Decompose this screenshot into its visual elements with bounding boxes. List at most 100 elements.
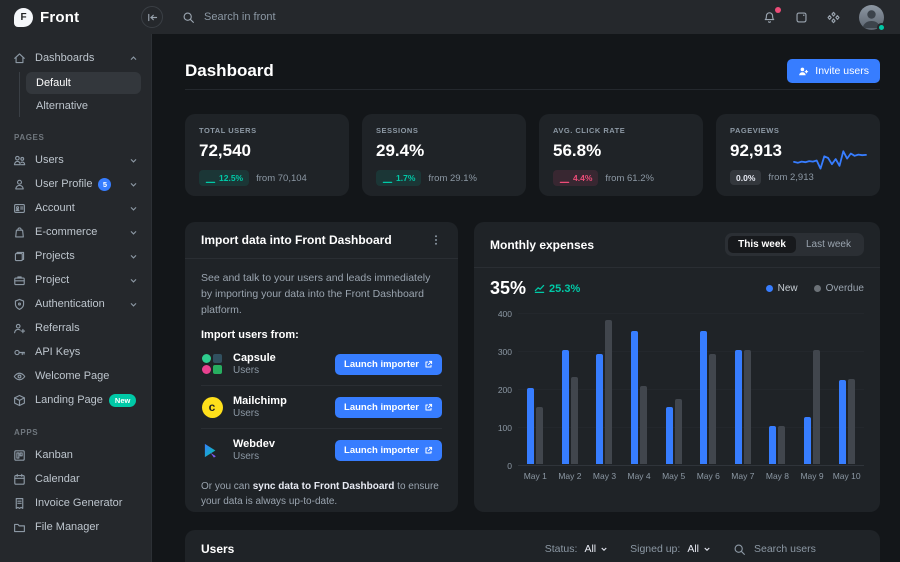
chevron-up-icon xyxy=(129,54,138,63)
gridline xyxy=(518,351,864,352)
chevron-down-icon xyxy=(129,228,138,237)
y-axis-tick: 400 xyxy=(497,309,512,319)
webdev-logo xyxy=(201,439,223,461)
launch-importer-button[interactable]: Launch importer xyxy=(335,396,442,418)
y-axis-tick: 200 xyxy=(497,385,512,395)
count-badge: 5 xyxy=(98,177,112,191)
sidebar-collapse-button[interactable] xyxy=(141,6,163,28)
signedup-filter-dropdown[interactable]: All xyxy=(687,543,711,555)
pages-heading: PAGES xyxy=(14,133,45,142)
receipt-icon xyxy=(13,497,26,510)
sidebar-item-authentication[interactable]: Authentication xyxy=(0,292,151,316)
gridline xyxy=(518,427,864,428)
topbar: F Front xyxy=(0,0,900,34)
sidebar-item-account[interactable]: Account xyxy=(0,196,151,220)
launch-importer-button[interactable]: Launch importer xyxy=(335,353,442,375)
sidebar-item-users[interactable]: Users xyxy=(0,148,151,172)
more-options-icon[interactable] xyxy=(430,234,442,246)
trend-up-icon xyxy=(205,173,216,184)
sidebar-item-invoice-generator[interactable]: Invoice Generator xyxy=(0,491,151,515)
tab-this-week[interactable]: This week xyxy=(728,236,796,253)
delta-badge: 12.5% xyxy=(199,170,250,186)
online-status-dot xyxy=(877,22,886,32)
import-description: See and talk to your users and leads imm… xyxy=(201,272,431,316)
x-axis-label: May 5 xyxy=(662,471,686,481)
id-card-icon xyxy=(13,202,26,215)
box-icon xyxy=(13,394,26,407)
bar-new xyxy=(734,350,742,464)
bar-group[interactable] xyxy=(726,313,761,464)
y-axis-tick: 100 xyxy=(497,423,512,433)
sidebar-subitem-default[interactable]: Default xyxy=(26,72,141,94)
bar-new xyxy=(561,350,569,464)
front-logo-icon: F xyxy=(14,7,33,27)
kanban-icon xyxy=(13,449,26,462)
expenses-delta: 25.3% xyxy=(534,283,580,295)
launch-importer-button[interactable]: Launch importer xyxy=(335,439,442,461)
import-card-title: Import data into Front Dashboard xyxy=(201,233,392,247)
person-plus-icon xyxy=(13,322,26,335)
sidebar-item-calendar[interactable]: Calendar xyxy=(0,467,151,491)
legend-item-new[interactable]: New xyxy=(765,283,798,294)
bar-group[interactable] xyxy=(622,313,657,464)
sidebar-item-kanban[interactable]: Kanban xyxy=(0,443,151,467)
x-axis-label: May 1 xyxy=(523,471,547,481)
monthly-expenses-card: Monthly expenses This week Last week 35% … xyxy=(474,222,880,512)
avatar[interactable] xyxy=(859,4,886,32)
import-footer: Or you can sync data to Front Dashboard … xyxy=(201,481,439,508)
trend-up-icon xyxy=(534,283,545,294)
bar-group[interactable] xyxy=(656,313,691,464)
sidebar-item-project[interactable]: Project xyxy=(0,268,151,292)
apps-grid-icon[interactable] xyxy=(827,11,840,24)
gridline xyxy=(518,313,864,314)
chart-legend: New Overdue xyxy=(765,283,864,294)
bar-chart: 400 300 200 100 0 May 1 May 2 May 3 May 4 May 5 M… xyxy=(490,309,864,504)
x-axis-label: May 3 xyxy=(592,471,617,481)
bar-new xyxy=(838,380,846,464)
status-filter-dropdown[interactable]: All xyxy=(584,543,608,555)
stat-card: SESSIONS 29.4% 1.7% from 29.1% xyxy=(362,114,526,196)
x-axis-label: May 2 xyxy=(558,471,582,481)
notifications-bell-icon[interactable] xyxy=(763,6,781,24)
stats-row: TOTAL USERS 72,540 12.5% from 70,104 SES… xyxy=(185,114,880,196)
capsule-logo xyxy=(201,353,223,375)
external-link-icon xyxy=(424,403,433,412)
sidebar-item-referrals[interactable]: Referrals xyxy=(0,316,151,340)
search-users-input[interactable] xyxy=(754,543,864,555)
chevron-down-icon xyxy=(600,545,608,553)
chevron-down-icon xyxy=(703,545,711,553)
sidebar-item-user-profile[interactable]: User Profile 5 xyxy=(0,172,151,196)
tab-last-week[interactable]: Last week xyxy=(796,236,861,253)
sidebar-item-api-keys[interactable]: API Keys xyxy=(0,340,151,364)
bar-group[interactable] xyxy=(587,313,622,464)
bar-group[interactable] xyxy=(829,313,864,464)
sidebar-item-welcome-page[interactable]: Welcome Page xyxy=(0,364,151,388)
sidebar-item-dashboards[interactable]: Dashboards xyxy=(0,46,151,70)
chevron-down-icon xyxy=(129,156,138,165)
bar-new xyxy=(596,353,604,464)
brand-logo[interactable]: F Front xyxy=(0,7,152,27)
sidebar-item-projects[interactable]: Projects xyxy=(0,244,151,268)
stat-card: PAGEVIEWS 92,913 0.0% from 2,913 xyxy=(716,114,880,196)
bar-group[interactable] xyxy=(795,313,830,464)
sidebar-item-file-manager[interactable]: File Manager xyxy=(0,515,151,539)
files-icon xyxy=(13,250,26,263)
sidebar-item-landing-page[interactable]: Landing Page New xyxy=(0,388,151,412)
legend-item-overdue[interactable]: Overdue xyxy=(813,283,864,294)
bar-group[interactable] xyxy=(760,313,795,464)
invite-users-button[interactable]: Invite users xyxy=(787,59,880,83)
bar-group[interactable] xyxy=(553,313,588,464)
person-plus-icon xyxy=(798,66,809,77)
home-icon xyxy=(13,52,26,65)
sidebar-subitem-alternative[interactable]: Alternative xyxy=(36,100,88,112)
search-input[interactable] xyxy=(204,11,424,23)
sidebar-item-e-commerce[interactable]: E-commerce xyxy=(0,220,151,244)
changelog-icon[interactable] xyxy=(795,11,808,24)
y-axis-tick: 300 xyxy=(497,347,512,357)
new-badge: New xyxy=(108,393,137,407)
bar-group[interactable] xyxy=(518,313,553,464)
dashboards-subtree: Default Alternative xyxy=(19,72,141,117)
users-card: Users Status: All Signed up: All xyxy=(185,530,880,562)
bar-group[interactable] xyxy=(691,313,726,464)
bar-overdue xyxy=(570,376,578,464)
